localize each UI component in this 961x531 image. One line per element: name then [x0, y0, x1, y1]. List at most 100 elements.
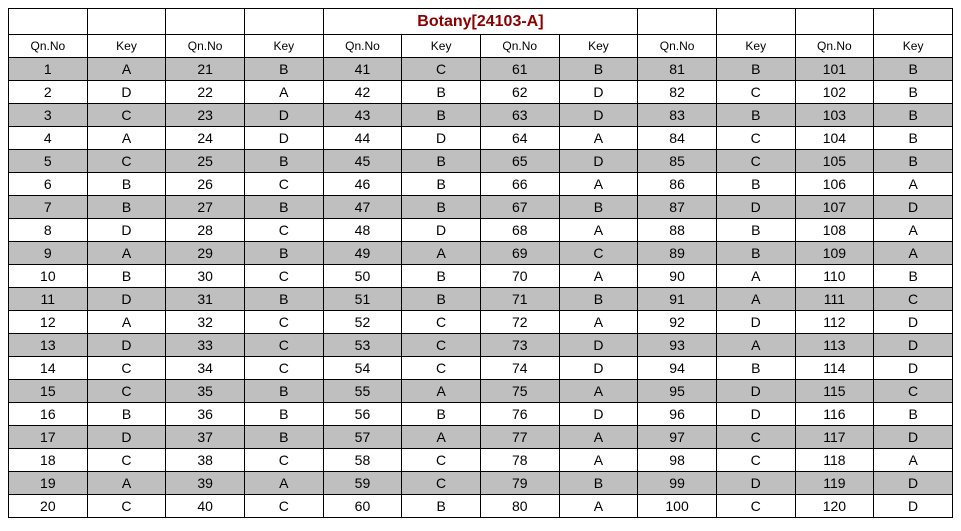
key-cell: B [402, 495, 481, 518]
key-cell: A [559, 265, 638, 288]
qn-cell: 111 [795, 288, 874, 311]
qn-cell: 32 [166, 311, 245, 334]
key-cell: C [402, 334, 481, 357]
key-cell: B [244, 196, 323, 219]
col-header-key: Key [559, 35, 638, 58]
qn-cell: 65 [480, 150, 559, 173]
key-cell: C [244, 311, 323, 334]
table-row: 19A39A59C79B99D119D [9, 472, 953, 495]
table-row: 7B27B47B67B87D107D [9, 196, 953, 219]
key-cell: D [559, 150, 638, 173]
qn-cell: 86 [638, 173, 717, 196]
header-row: Qn.NoKeyQn.NoKeyQn.NoKeyQn.NoKeyQn.NoKey… [9, 35, 953, 58]
qn-cell: 47 [323, 196, 402, 219]
qn-cell: 40 [166, 495, 245, 518]
qn-cell: 79 [480, 472, 559, 495]
qn-cell: 13 [9, 334, 88, 357]
key-cell: B [559, 472, 638, 495]
table-row: 16B36B56B76D96D116B [9, 403, 953, 426]
key-cell: C [874, 288, 953, 311]
qn-cell: 91 [638, 288, 717, 311]
qn-cell: 17 [9, 426, 88, 449]
key-cell: C [244, 173, 323, 196]
qn-cell: 27 [166, 196, 245, 219]
key-cell: A [874, 242, 953, 265]
table-row: 8D28C48D68A88B108A [9, 219, 953, 242]
key-cell: C [716, 127, 795, 150]
key-cell: C [402, 311, 481, 334]
key-cell: B [402, 104, 481, 127]
qn-cell: 82 [638, 81, 717, 104]
qn-cell: 49 [323, 242, 402, 265]
key-cell: B [402, 81, 481, 104]
qn-cell: 55 [323, 380, 402, 403]
key-cell: D [559, 357, 638, 380]
qn-cell: 11 [9, 288, 88, 311]
qn-cell: 84 [638, 127, 717, 150]
key-cell: D [716, 380, 795, 403]
key-cell: B [874, 150, 953, 173]
qn-cell: 10 [9, 265, 88, 288]
key-cell: B [874, 58, 953, 81]
key-cell: B [716, 173, 795, 196]
qn-cell: 7 [9, 196, 88, 219]
key-cell: B [559, 196, 638, 219]
key-cell: B [874, 104, 953, 127]
key-cell: B [402, 265, 481, 288]
table-row: 18C38C58C78A98C118A [9, 449, 953, 472]
qn-cell: 60 [323, 495, 402, 518]
qn-cell: 51 [323, 288, 402, 311]
key-cell: A [402, 426, 481, 449]
qn-cell: 58 [323, 449, 402, 472]
key-cell: A [559, 127, 638, 150]
key-cell: B [402, 403, 481, 426]
key-cell: D [402, 127, 481, 150]
qn-cell: 57 [323, 426, 402, 449]
key-cell: D [244, 127, 323, 150]
key-cell: A [244, 472, 323, 495]
key-cell: A [559, 380, 638, 403]
qn-cell: 87 [638, 196, 717, 219]
key-cell: C [244, 265, 323, 288]
qn-cell: 73 [480, 334, 559, 357]
qn-cell: 19 [9, 472, 88, 495]
blank-cell [638, 9, 717, 35]
key-cell: A [402, 242, 481, 265]
qn-cell: 29 [166, 242, 245, 265]
key-cell: C [402, 449, 481, 472]
key-cell: C [402, 58, 481, 81]
table-title: Botany[24103-A] [323, 9, 638, 35]
qn-cell: 76 [480, 403, 559, 426]
key-cell: D [87, 334, 166, 357]
key-cell: B [244, 426, 323, 449]
key-cell: B [559, 288, 638, 311]
key-cell: A [716, 334, 795, 357]
key-cell: C [716, 81, 795, 104]
key-cell: C [244, 334, 323, 357]
table-row: 20C40C60B80A100C120D [9, 495, 953, 518]
key-cell: C [559, 242, 638, 265]
key-cell: C [716, 426, 795, 449]
qn-cell: 71 [480, 288, 559, 311]
qn-cell: 23 [166, 104, 245, 127]
qn-cell: 43 [323, 104, 402, 127]
qn-cell: 6 [9, 173, 88, 196]
qn-cell: 5 [9, 150, 88, 173]
key-cell: D [87, 288, 166, 311]
key-cell: A [716, 288, 795, 311]
key-cell: A [559, 311, 638, 334]
qn-cell: 59 [323, 472, 402, 495]
key-cell: B [402, 288, 481, 311]
key-cell: D [874, 495, 953, 518]
qn-cell: 83 [638, 104, 717, 127]
qn-cell: 12 [9, 311, 88, 334]
blank-cell [87, 9, 166, 35]
qn-cell: 30 [166, 265, 245, 288]
table-row: 3C23D43B63D83B103B [9, 104, 953, 127]
qn-cell: 101 [795, 58, 874, 81]
key-cell: A [559, 219, 638, 242]
qn-cell: 72 [480, 311, 559, 334]
qn-cell: 22 [166, 81, 245, 104]
key-cell: D [87, 81, 166, 104]
key-cell: C [402, 472, 481, 495]
